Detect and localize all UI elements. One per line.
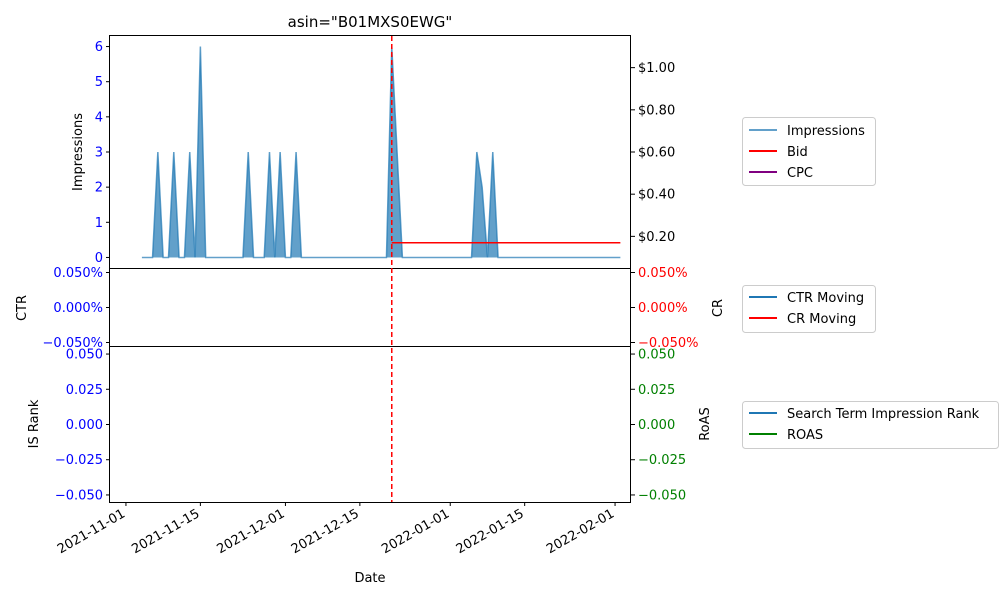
impressions-area — [141, 46, 621, 258]
legend-cr-label: CR Moving — [787, 312, 856, 327]
x-tick-label-3: 2021-12-15 — [289, 506, 362, 557]
chart-title: asin="B01MXS0EWG" — [288, 13, 453, 31]
top-left-tick-label-0: 0 — [95, 251, 103, 266]
x-tick-label-1: 2021-11-15 — [129, 506, 202, 557]
top-left-tick-label-3: 3 — [95, 146, 103, 161]
top-right-tick-label-1: $0.40 — [638, 188, 675, 203]
middle-axes-frame — [109, 268, 631, 347]
bottom-legend: Search Term Impression Rank ROAS — [742, 401, 999, 449]
impressions-line — [141, 46, 621, 259]
middle-right-tick-label-0: 0.050% — [638, 266, 688, 281]
middle-legend: CTR Moving CR Moving — [742, 285, 876, 333]
middle-left-ylabel: CTR — [15, 295, 30, 321]
legend-bid-label: Bid — [787, 145, 808, 160]
x-tick-label-0: 2021-11-01 — [55, 506, 128, 557]
legend-ctr-label: CTR Moving — [787, 291, 864, 306]
x-tick-label-2: 2021-12-01 — [214, 506, 287, 557]
legend-roas-label: ROAS — [787, 428, 823, 443]
top-left-tick-label-5: 5 — [95, 75, 103, 90]
top-left-tick-label-1: 1 — [95, 216, 103, 231]
legend-rank-label: Search Term Impression Rank — [787, 407, 980, 422]
top-left-ylabel: Impressions — [71, 113, 86, 191]
bottom-right-tick-label-3: −0.025 — [638, 453, 686, 468]
bottom-right-ylabel: RoAS — [698, 407, 713, 441]
top-left-tick-label-6: 6 — [95, 40, 103, 55]
bottom-legend-box — [742, 401, 999, 449]
ticks-layer: 0 1 2 3 4 5 6 $0.20 $0.40 $0.60 $0.80 $1.00 0.050% 0.… — [43, 40, 699, 557]
bottom-axes-frame — [109, 346, 631, 503]
x-axis-label: Date — [354, 571, 385, 586]
bottom-left-tick-label-2: 0.000 — [66, 418, 103, 433]
bottom-right-tick-label-1: 0.025 — [638, 383, 675, 398]
legend-impressions-label: Impressions — [787, 124, 865, 139]
impressions-series-layer — [141, 46, 621, 259]
middle-left-tick-label-1: 0.000% — [53, 301, 103, 316]
top-left-tick-label-4: 4 — [95, 110, 103, 125]
bottom-left-tick-label-4: −0.050 — [55, 488, 103, 503]
bottom-left-ylabel: IS Rank — [27, 399, 42, 448]
top-right-tick-label-0: $0.20 — [638, 230, 675, 245]
x-tick-label-5: 2022-01-15 — [454, 506, 527, 557]
middle-left-tick-label-2: −0.050% — [43, 336, 103, 351]
top-right-tick-label-2: $0.60 — [638, 146, 675, 161]
middle-right-tick-label-1: 0.000% — [638, 301, 688, 316]
middle-right-ylabel: CR — [711, 299, 726, 317]
middle-right-tick-label-2: −0.050% — [638, 336, 698, 351]
top-legend-box — [742, 117, 876, 186]
top-right-tick-label-4: $1.00 — [638, 61, 675, 76]
top-left-tick-label-2: 2 — [95, 181, 103, 196]
bottom-left-tick-label-3: −0.025 — [55, 453, 103, 468]
top-legend: Impressions Bid CPC — [742, 117, 876, 186]
middle-left-tick-label-0: 0.050% — [53, 266, 103, 281]
bottom-right-tick-label-0: 0.050 — [638, 348, 675, 363]
axes-frames — [109, 35, 631, 503]
bottom-left-tick-label-0: 0.050 — [66, 348, 103, 363]
bottom-left-tick-label-1: 0.025 — [66, 383, 103, 398]
bottom-right-tick-label-4: −0.050 — [638, 488, 686, 503]
bottom-right-tick-label-2: 0.000 — [638, 418, 675, 433]
x-tick-label-6: 2022-02-01 — [544, 506, 617, 557]
top-right-tick-label-3: $0.80 — [638, 103, 675, 118]
legend-cpc-label: CPC — [787, 166, 813, 181]
x-tick-label-4: 2022-01-01 — [379, 506, 452, 557]
